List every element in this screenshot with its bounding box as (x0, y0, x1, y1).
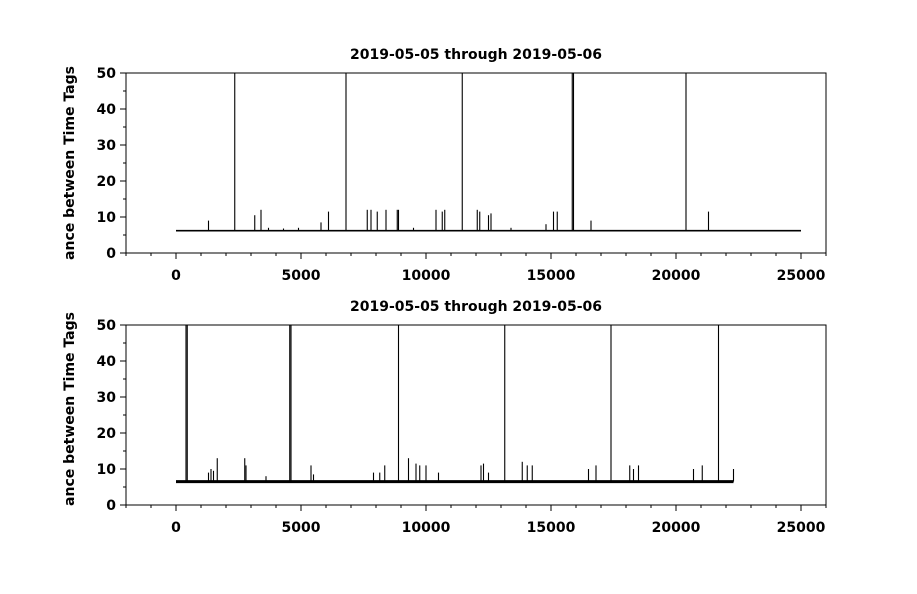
chart-top-series (176, 73, 801, 232)
chart-bottom: 2019-05-05 through 2019-05-06 ance betwe… (62, 299, 827, 536)
chart-top-xtick-label: 10000 (402, 268, 451, 284)
chart-top-xtick-label: 5000 (282, 268, 321, 284)
chart-bottom-ticks: 0 10 20 30 40 50 0 5000 10000 15000 20000 25000 (97, 318, 827, 536)
chart-top-xtick-label: 0 (171, 268, 181, 284)
chart-bottom-xtick-label: 10000 (402, 520, 451, 536)
chart-bottom-xtick-label: 25000 (777, 520, 826, 536)
chart-top-ytick-label: 0 (106, 246, 116, 262)
chart-bottom-ylabel: ance between Time Tags (62, 312, 78, 506)
chart-top-ytick-label: 10 (97, 210, 117, 226)
chart-top-title: 2019-05-05 through 2019-05-06 (350, 47, 602, 63)
chart-bottom-xtick-label: 5000 (282, 520, 321, 536)
chart-top-xtick-label: 15000 (527, 268, 576, 284)
chart-bottom-ytick-label: 0 (106, 498, 116, 514)
chart-bottom-ytick-label: 40 (97, 354, 117, 370)
chart-bottom-xtick-label: 15000 (527, 520, 576, 536)
chart-top-xtick-label: 20000 (652, 268, 701, 284)
chart-bottom-ytick-label: 30 (97, 390, 117, 406)
chart-bottom-xtick-label: 0 (171, 520, 181, 536)
chart-bottom-ytick-label: 50 (97, 318, 117, 334)
chart-top-ticks: 0 10 20 30 40 50 0 5000 10000 15000 20000 25000 (97, 66, 827, 284)
chart-top-ytick-label: 30 (97, 138, 117, 154)
chart-bottom-ytick-label: 20 (97, 426, 117, 442)
chart-bottom-title: 2019-05-05 through 2019-05-06 (350, 299, 602, 315)
chart-bottom-ytick-label: 10 (97, 462, 117, 478)
chart-top-ytick-label: 20 (97, 174, 117, 190)
chart-top-ytick-label: 50 (97, 66, 117, 82)
chart-bottom-xtick-label: 20000 (652, 520, 701, 536)
chart-top: 2019-05-05 through 2019-05-06 ance betwe… (62, 47, 827, 284)
chart-top-ytick-label: 40 (97, 102, 117, 118)
chart-top-xtick-label: 25000 (777, 268, 826, 284)
chart-bottom-series (176, 325, 735, 484)
chart-top-ylabel: ance between Time Tags (62, 66, 78, 260)
